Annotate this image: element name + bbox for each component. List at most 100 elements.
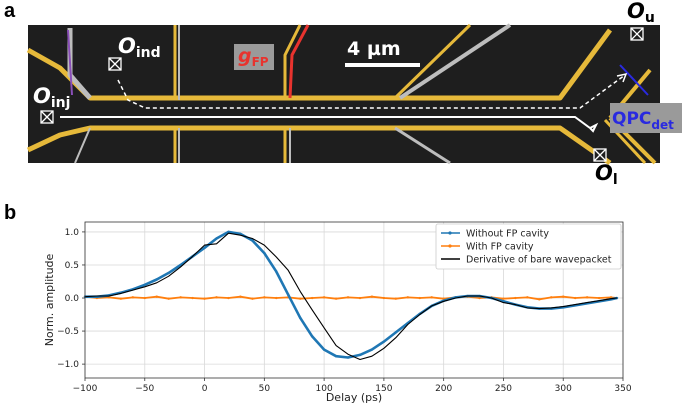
data-point-without-fp-cavity xyxy=(287,293,290,296)
series-group xyxy=(83,230,619,361)
electron-paths xyxy=(60,72,628,133)
data-point-without-fp-cavity xyxy=(251,239,254,242)
gfp-label-bg xyxy=(234,44,274,70)
legend-label-derivative-of-bare-wavepacket: Derivative of bare wavepacket xyxy=(466,255,612,266)
x-axis-label: Delay (ps) xyxy=(326,391,382,404)
y-tick-label: −0.5 xyxy=(57,327,79,337)
x-tick-label: 200 xyxy=(435,384,452,394)
device-micrograph: 4 µm Oinj Oind gFP Ou Ol QPCdet xyxy=(26,0,682,188)
data-point-with-fp-cavity xyxy=(215,296,218,299)
data-point-with-fp-cavity xyxy=(382,296,386,300)
data-point-with-fp-cavity xyxy=(203,297,206,300)
data-point-without-fp-cavity xyxy=(394,331,398,334)
data-point-with-fp-cavity xyxy=(263,296,266,299)
label-o-inj: Oinj xyxy=(33,84,70,111)
micrograph-background xyxy=(28,25,660,163)
x-tick-label: 0 xyxy=(202,384,208,394)
lower-path xyxy=(60,116,591,129)
series-line-with-fp-cavity xyxy=(84,295,618,301)
data-point-with-fp-cavity xyxy=(562,295,565,298)
data-point-with-fp-cavity xyxy=(155,295,158,298)
data-point-with-fp-cavity xyxy=(597,296,601,300)
data-point-without-fp-cavity xyxy=(275,270,278,273)
data-point-with-fp-cavity xyxy=(143,296,146,300)
contact-l-icon xyxy=(593,148,607,162)
legend-label-with-fp-cavity: With FP cavity xyxy=(466,242,534,253)
data-point-with-fp-cavity xyxy=(251,297,254,300)
data-point-without-fp-cavity xyxy=(382,340,386,343)
x-tick-label: 150 xyxy=(375,384,392,394)
data-point-without-fp-cavity xyxy=(346,356,350,359)
contact-inj-icon xyxy=(40,110,54,124)
data-point-with-fp-cavity xyxy=(585,296,589,299)
legend: Without FP cavity With FP cavity Derivativ… xyxy=(435,223,622,270)
data-point-without-fp-cavity xyxy=(239,232,242,236)
data-point-without-fp-cavity xyxy=(215,237,218,240)
tick-labels: −100 −50 0 50 100 150 200 250 300 350 −1.0 −0.5 0.0 0… xyxy=(57,228,632,394)
legend-marker-with-fp-cavity xyxy=(448,244,452,248)
contact-u-icon xyxy=(630,27,644,41)
data-point-with-fp-cavity xyxy=(406,296,409,299)
x-tick-label: −50 xyxy=(135,384,154,394)
ohmic-contacts xyxy=(40,27,644,162)
x-tick-label: 250 xyxy=(495,384,512,394)
x-tick-label: 350 xyxy=(614,384,631,394)
data-point-with-fp-cavity xyxy=(310,296,314,300)
y-axis-label: Norm. amplitude xyxy=(43,253,56,346)
label-qpc-det: QPCdet xyxy=(612,109,674,132)
data-point-without-fp-cavity xyxy=(179,263,182,267)
qpc-label-bg xyxy=(610,103,682,133)
label-o-ind: Oind xyxy=(118,34,161,61)
x-tick-label: −100 xyxy=(73,384,98,394)
data-point-with-fp-cavity xyxy=(275,296,278,300)
data-point-without-fp-cavity xyxy=(155,278,158,281)
data-point-with-fp-cavity xyxy=(550,296,553,299)
data-point-without-fp-cavity xyxy=(299,316,302,320)
gates xyxy=(26,23,657,166)
label-o-l: Ol xyxy=(595,161,618,188)
label-g-fp: gFP xyxy=(238,45,269,69)
data-point-without-fp-cavity xyxy=(203,246,206,249)
dashed-path xyxy=(117,74,626,109)
data-point-with-fp-cavity xyxy=(322,296,326,299)
data-point-with-fp-cavity xyxy=(299,297,302,300)
data-point-without-fp-cavity xyxy=(143,283,146,286)
contact-ind-icon xyxy=(108,57,122,71)
data-point-with-fp-cavity xyxy=(346,296,350,299)
scale-bar-label: 4 µm xyxy=(347,38,401,60)
data-point-without-fp-cavity xyxy=(263,251,266,255)
arrow-lower-icon xyxy=(589,122,599,133)
y-tick-label: −1.0 xyxy=(57,360,79,370)
data-point-without-fp-cavity xyxy=(370,348,374,351)
data-point-with-fp-cavity xyxy=(502,297,505,300)
data-point-without-fp-cavity xyxy=(334,354,338,358)
data-point-with-fp-cavity xyxy=(131,296,135,299)
data-point-without-fp-cavity xyxy=(227,230,230,234)
data-point-with-fp-cavity xyxy=(167,297,170,300)
series-line-derivative-of-bare-wavepacket xyxy=(84,232,618,361)
data-point-with-fp-cavity xyxy=(526,296,529,299)
data-point-without-fp-cavity xyxy=(167,271,170,275)
data-point-with-fp-cavity xyxy=(119,297,123,300)
y-tick-label: 0.5 xyxy=(65,261,79,271)
x-tick-label: 50 xyxy=(259,384,271,394)
panel-a-label: a xyxy=(4,0,16,22)
panel-b-label: b xyxy=(4,202,17,224)
data-point-with-fp-cavity xyxy=(573,296,577,300)
y-tick-label: 1.0 xyxy=(65,228,80,238)
data-point-with-fp-cavity xyxy=(358,296,362,300)
legend-marker-without-fp-cavity xyxy=(448,231,452,235)
data-point-without-fp-cavity xyxy=(310,335,314,338)
data-point-with-fp-cavity xyxy=(179,296,182,299)
data-point-with-fp-cavity xyxy=(538,298,541,301)
arrow-upper-icon xyxy=(616,72,628,83)
data-point-with-fp-cavity xyxy=(418,296,421,300)
data-point-with-fp-cavity xyxy=(334,297,338,300)
data-point-with-fp-cavity xyxy=(227,296,230,300)
data-point-with-fp-cavity xyxy=(370,295,374,298)
data-point-with-fp-cavity xyxy=(430,296,433,299)
y-tick-label: 0.0 xyxy=(65,294,80,304)
x-tick-label: 100 xyxy=(316,384,333,394)
data-point-without-fp-cavity xyxy=(322,348,326,351)
